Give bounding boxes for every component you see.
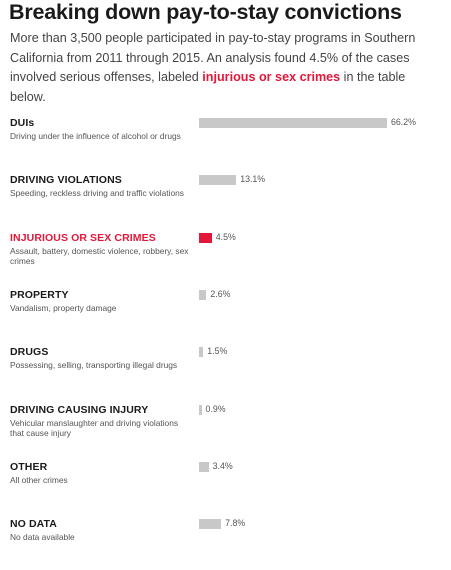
category-row: PROPERTY Vandalism, property damage 2.6% (0, 289, 451, 341)
category-description: All other crimes (10, 474, 68, 485)
bar (199, 461, 209, 472)
category-row: DUIs Driving under the influence of alcoh… (0, 117, 451, 169)
value-label: 7.8% (225, 518, 246, 529)
subtitle-text-end: in the table below. (10, 70, 406, 104)
category-label: OTHER (10, 460, 48, 473)
category-label: DUIs (10, 117, 35, 129)
category-row: DRIVING VIOLATIONS Speeding, reckless dri… (0, 174, 451, 226)
bar (199, 175, 237, 186)
category-row: OTHER All other crimes 3.4% (0, 461, 451, 513)
bar (199, 289, 207, 300)
bar (199, 347, 204, 358)
bar (199, 404, 202, 415)
category-label: INJURIOUS OR SEX CRIMES (10, 231, 156, 244)
category-description: Vandalism, property damage (10, 302, 117, 313)
value-label: 13.1% (240, 174, 266, 185)
chart-subtitle: More than 3,500 people participated in p… (10, 29, 442, 107)
bar (199, 118, 387, 128)
category-label: DRIVING VIOLATIONS (10, 174, 122, 187)
chart-title: Breaking down pay-to-stay convictions (9, 0, 402, 24)
value-label: 2.6% (210, 288, 231, 299)
subtitle-text: More than 3,500 people participated in p… (10, 31, 416, 84)
category-label: NO DATA (10, 518, 57, 531)
category-description: Driving under the influence of alcohol o… (10, 131, 181, 141)
category-row: NO DATA No data available 7.8% (0, 518, 451, 570)
value-label: 66.2% (391, 117, 416, 127)
subtitle-highlight: injurious or sex crimes (202, 70, 341, 84)
value-label: 3.4% (212, 460, 233, 471)
category-description: Possessing, selling, transporting illega… (10, 360, 178, 371)
value-label: 1.5% (207, 346, 228, 357)
category-description: No data available (10, 532, 75, 543)
category-row: DRUGS Possessing, selling, transporting i… (0, 346, 451, 398)
category-label: DRUGS (10, 346, 49, 359)
value-label: 4.5% (215, 231, 236, 242)
category-description: Assault, battery, domestic violence, rob… (10, 245, 189, 267)
category-label: DRIVING CAUSING INJURY (10, 403, 149, 416)
bar (199, 232, 212, 243)
value-label: 0.9% (205, 403, 226, 414)
category-row: INJURIOUS OR SEX CRIMES Assault, battery,… (0, 232, 451, 284)
category-label: PROPERTY (10, 288, 69, 301)
category-description: Vehicular manslaughter and driving viola… (10, 417, 179, 439)
bar (199, 519, 222, 530)
category-description: Speeding, reckless driving and traffic v… (10, 188, 184, 199)
category-row: DRIVING CAUSING INJURY Vehicular manslaug… (0, 404, 451, 456)
